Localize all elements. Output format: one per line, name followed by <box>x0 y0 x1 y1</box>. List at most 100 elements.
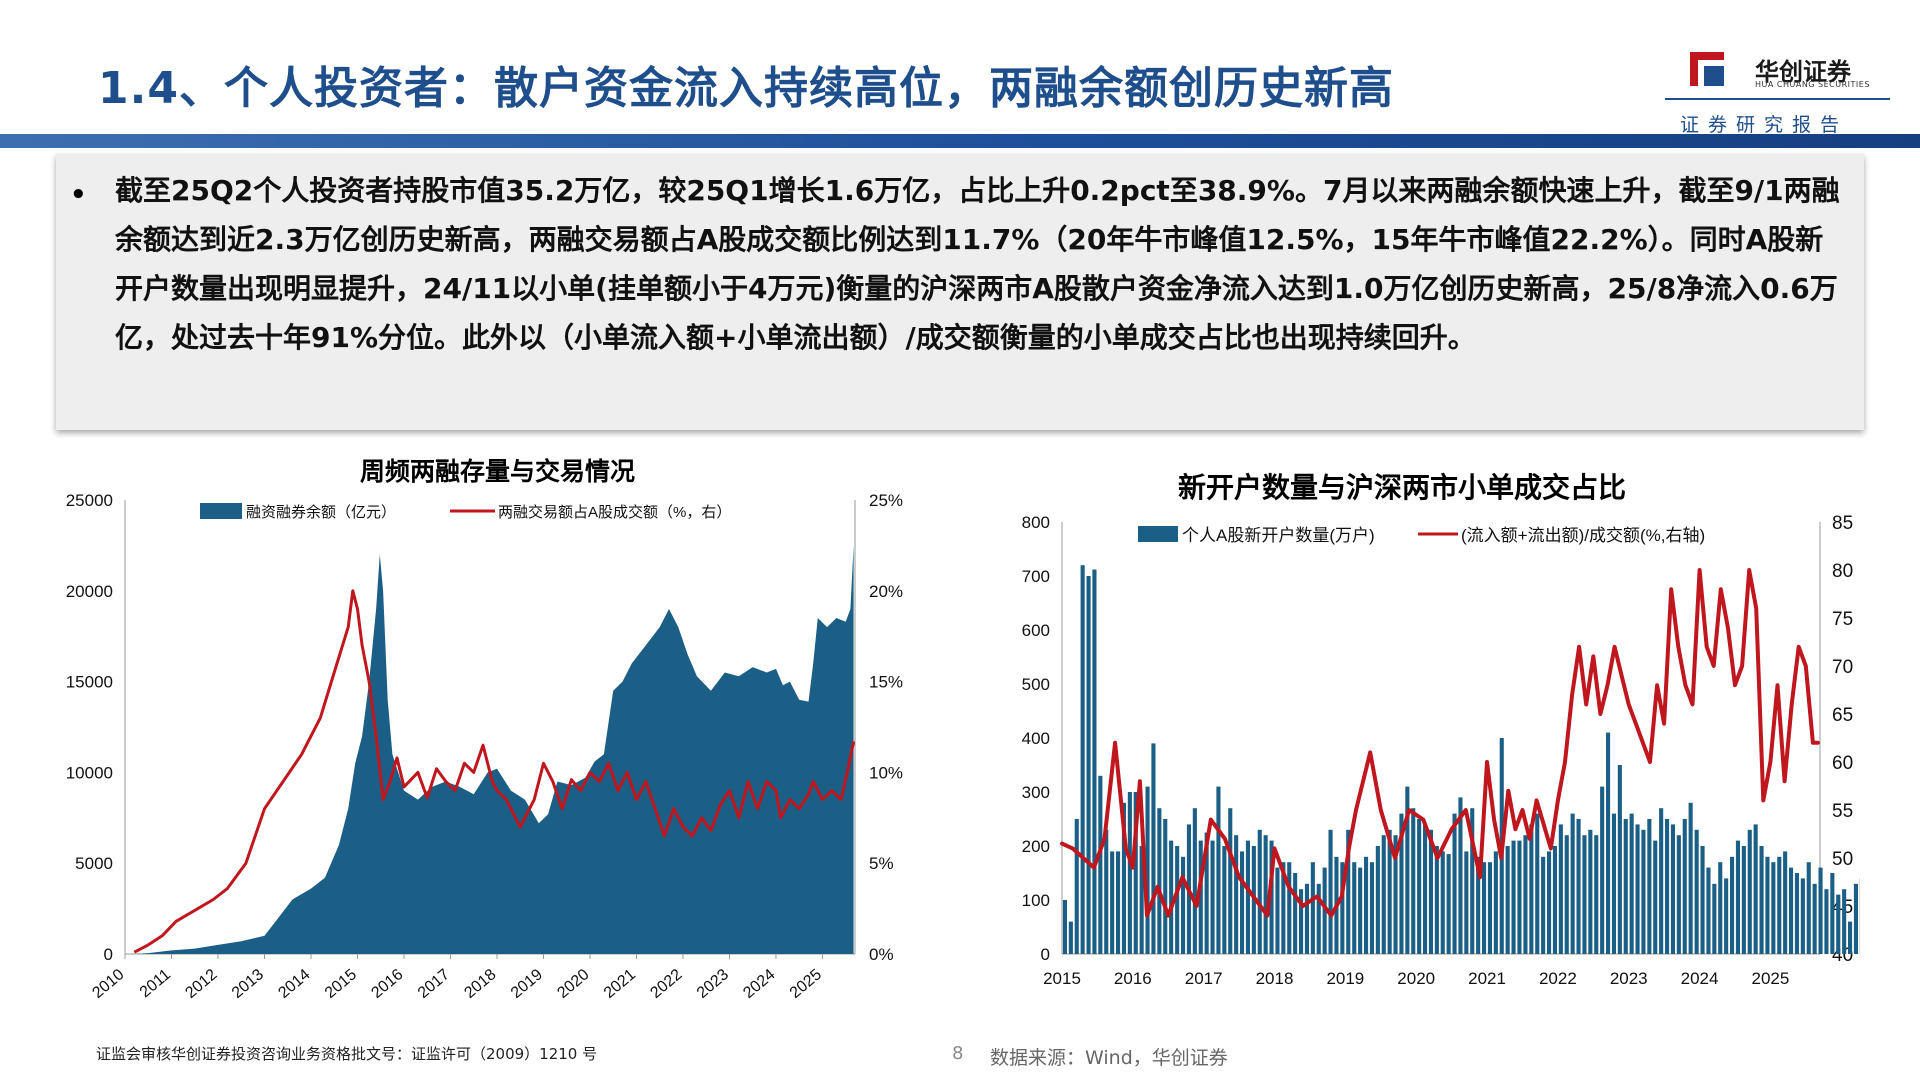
chart2-bar <box>1747 829 1752 954</box>
chart2-bar <box>1611 813 1616 954</box>
chart2-line-series <box>1060 568 1820 918</box>
chart1-x-tick: 2018 <box>461 966 499 1002</box>
chart2-bar <box>1735 840 1740 954</box>
brand-logo <box>1690 52 1724 86</box>
chart2-bar <box>1665 819 1670 954</box>
chart2-bar <box>1493 851 1498 954</box>
chart2-y-left-tick: 300 <box>1022 783 1050 802</box>
chart2-bar <box>1470 808 1475 954</box>
data-source: 数据来源：Wind，华创证券 <box>990 1047 1228 1069</box>
chart1-x-tick: 2024 <box>740 966 778 1002</box>
chart1-y-left-tick: 20000 <box>66 582 113 601</box>
chart2-y-right-tick: 50 <box>1832 849 1853 870</box>
chart2-bar <box>1806 862 1811 954</box>
chart2-x-tick: 2023 <box>1610 969 1648 988</box>
chart2-bar <box>1287 862 1292 954</box>
chart2-bar <box>1275 867 1280 954</box>
chart2-bar <box>1629 813 1634 954</box>
chart2-y-right-tick: 85 <box>1832 513 1853 534</box>
chart2-bar <box>1263 835 1268 954</box>
chart2-bar <box>1381 835 1386 954</box>
chart1-y-right-tick: 5% <box>869 854 894 873</box>
chart2-bar <box>1676 835 1681 954</box>
chart2-bar <box>1098 775 1103 954</box>
chart2-bar <box>1375 846 1380 954</box>
chart2-bar <box>1104 829 1109 954</box>
chart2-bar <box>1848 921 1853 954</box>
chart1-x-tick: 2019 <box>508 966 546 1002</box>
chart2-bar <box>1304 883 1309 954</box>
report-tag: 证券研究报告 <box>1680 114 1849 136</box>
chart2-bar <box>1836 894 1841 954</box>
chart2-y-left-tick: 200 <box>1022 837 1050 856</box>
chart2-bar <box>1706 867 1711 954</box>
chart2-x-tick: 2015 <box>1043 969 1081 988</box>
chart2-bar <box>1387 829 1392 954</box>
chart1-y-right-tick: 20% <box>869 582 903 601</box>
chart2-svg: 0100200300400500600700800404550556065707… <box>1022 513 1860 988</box>
chart2-y-left-tick: 0 <box>1041 945 1050 964</box>
chart2-bar <box>1322 867 1327 954</box>
chart2-bar <box>1783 851 1788 954</box>
chart2-bar <box>1316 883 1321 954</box>
chart2-bar <box>1192 808 1197 954</box>
chart2-y-left-tick: 100 <box>1022 891 1050 910</box>
chart2-bar <box>1352 862 1357 954</box>
chart2-bar <box>1482 862 1487 954</box>
chart2-y-right-tick: 80 <box>1832 561 1853 582</box>
chart2-bar <box>1110 851 1115 954</box>
chart2-legend-label-line: (流入额+流出额)/成交额(%,右轴) <box>1461 526 1705 545</box>
chart2-bar <box>1369 862 1374 954</box>
chart2-x-tick: 2016 <box>1114 969 1152 988</box>
chart2-bar <box>1133 792 1138 954</box>
chart2-y-right-tick: 75 <box>1832 609 1853 630</box>
chart2-x-tick: 2024 <box>1681 969 1719 988</box>
chart2-bar <box>1364 856 1369 954</box>
chart2-bar <box>1222 846 1227 954</box>
chart2-bar <box>1617 765 1622 954</box>
chart2-bar <box>1440 851 1445 954</box>
chart2-bar <box>1452 813 1457 954</box>
chart2-y-right-tick: 55 <box>1832 801 1853 822</box>
chart2-bar <box>1216 786 1221 954</box>
chart1-svg: 0 5000 10000 15000 20000 25000 0% 5% 10% 15% 20% 25… <box>66 491 903 1002</box>
chart1-x-tick: 2022 <box>647 966 685 1002</box>
chart2-legend-swatch-bar <box>1138 526 1178 542</box>
chart2-bar <box>1812 883 1817 954</box>
chart2-bar <box>1269 840 1274 954</box>
chart2-bar <box>1623 819 1628 954</box>
chart2-bar <box>1830 873 1835 954</box>
chart2-y-left-tick: 800 <box>1022 513 1050 532</box>
chart2-x-tick: 2022 <box>1539 969 1577 988</box>
chart2-bar <box>1824 889 1829 954</box>
chart2-y-left-tick: 400 <box>1022 729 1050 748</box>
chart2-bar <box>1682 819 1687 954</box>
page-number: 8 <box>952 1043 964 1064</box>
chart2-bar <box>1552 846 1557 954</box>
chart2-bar <box>1121 802 1126 954</box>
chart2-bar <box>1771 862 1776 954</box>
chart2-title: 新开户数量与沪深两市小单成交占比 <box>1178 471 1627 504</box>
chart2-bar <box>1794 873 1799 954</box>
chart1-y-right-tick: 15% <box>869 673 903 692</box>
chart1-x-tick: 2015 <box>322 966 360 1002</box>
chart2-bar <box>1417 819 1422 954</box>
chart2-bar <box>1777 856 1782 954</box>
chart2-x-tick: 2021 <box>1468 969 1506 988</box>
chart1-y-right-tick: 0% <box>869 945 894 964</box>
chart2-y-right-tick: 60 <box>1832 753 1853 774</box>
chart2-y-left-tick: 500 <box>1022 675 1050 694</box>
chart2-bar <box>1529 824 1534 954</box>
chart2-bar <box>1310 862 1315 954</box>
chart2-bar <box>1842 889 1847 954</box>
chart1-x-tick: 2017 <box>415 966 453 1002</box>
chart2-x-tick: 2017 <box>1185 969 1223 988</box>
chart1-y-left-tick: 0 <box>104 945 113 964</box>
chart2-x-tick: 2025 <box>1751 969 1789 988</box>
chart2-bar <box>1434 846 1439 954</box>
chart2-bar <box>1428 829 1433 954</box>
chart2-bar <box>1635 824 1640 954</box>
chart2-bar <box>1511 840 1516 954</box>
chart2-bar <box>1411 808 1416 954</box>
chart2-bar <box>1198 840 1203 954</box>
